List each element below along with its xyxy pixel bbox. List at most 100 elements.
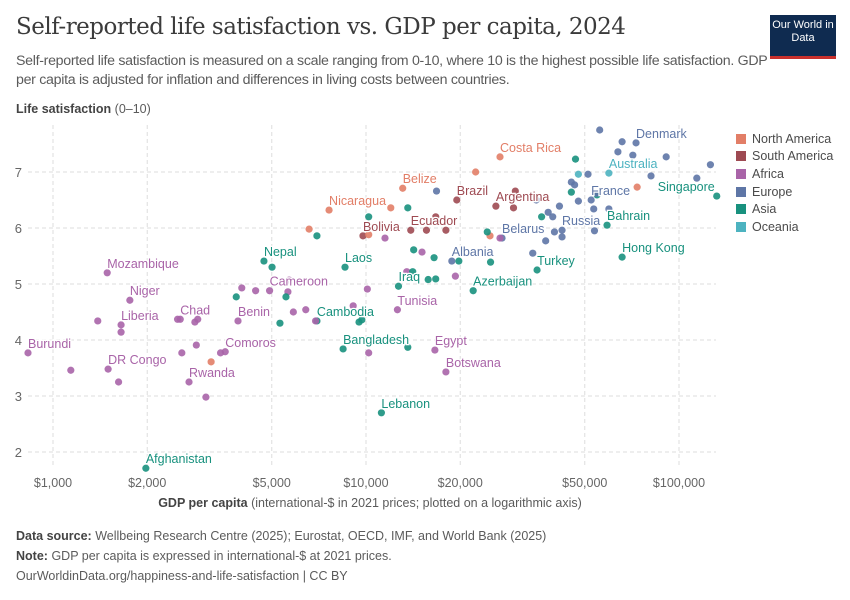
data-point[interactable] xyxy=(377,409,386,417)
data-point[interactable] xyxy=(173,315,182,323)
data-point[interactable] xyxy=(404,343,412,351)
data-point[interactable] xyxy=(451,272,459,280)
source-url[interactable]: OurWorldinData.org/happiness-and-life-sa… xyxy=(16,569,348,583)
data-point[interactable] xyxy=(67,366,75,374)
data-point[interactable] xyxy=(509,204,518,212)
data-point[interactable] xyxy=(469,287,477,295)
data-point[interactable] xyxy=(185,378,193,386)
data-point[interactable] xyxy=(492,202,500,210)
data-point[interactable] xyxy=(325,206,333,214)
data-point[interactable] xyxy=(647,172,655,180)
data-point[interactable] xyxy=(394,282,403,290)
data-point[interactable] xyxy=(693,174,701,182)
data-source-text[interactable]: Wellbeing Research Centre (2025); Eurost… xyxy=(95,529,547,543)
data-point[interactable] xyxy=(178,349,186,357)
data-point[interactable] xyxy=(550,228,559,236)
data-point[interactable] xyxy=(341,263,349,271)
data-point[interactable] xyxy=(558,226,566,234)
data-point[interactable] xyxy=(618,138,626,146)
data-point[interactable] xyxy=(605,205,613,213)
data-point[interactable] xyxy=(442,226,450,234)
data-point[interactable] xyxy=(381,234,389,242)
data-point[interactable] xyxy=(399,184,407,192)
data-point[interactable] xyxy=(455,257,463,265)
data-point[interactable] xyxy=(422,226,431,234)
data-point[interactable] xyxy=(194,315,202,323)
data-point[interactable] xyxy=(544,208,552,216)
owid-logo[interactable]: Our World in Data xyxy=(770,15,836,59)
data-point[interactable] xyxy=(592,189,600,197)
data-point[interactable] xyxy=(117,328,125,336)
data-point[interactable] xyxy=(302,306,310,314)
data-point[interactable] xyxy=(363,285,371,293)
data-point[interactable] xyxy=(409,268,417,276)
data-point[interactable] xyxy=(555,202,564,210)
legend-item[interactable]: South America xyxy=(736,148,833,166)
data-point[interactable] xyxy=(432,187,441,195)
data-point[interactable] xyxy=(472,168,480,176)
data-point[interactable] xyxy=(418,248,426,256)
legend-item[interactable]: Oceania xyxy=(736,218,833,236)
data-point[interactable] xyxy=(432,275,440,283)
data-point[interactable] xyxy=(339,345,347,353)
data-point[interactable] xyxy=(496,153,504,161)
data-point[interactable] xyxy=(590,227,599,235)
legend-item[interactable]: Africa xyxy=(736,165,833,183)
data-point[interactable] xyxy=(104,365,112,373)
data-point[interactable] xyxy=(202,393,210,401)
data-point[interactable] xyxy=(24,349,32,357)
legend-item[interactable]: Europe xyxy=(736,183,833,201)
data-point[interactable] xyxy=(629,151,637,159)
data-point[interactable] xyxy=(483,228,491,236)
data-point[interactable] xyxy=(549,213,557,221)
data-point[interactable] xyxy=(289,308,297,316)
data-point[interactable] xyxy=(496,234,504,242)
data-point[interactable] xyxy=(349,302,357,310)
data-point[interactable] xyxy=(94,317,102,325)
data-point[interactable] xyxy=(192,341,200,349)
data-point[interactable] xyxy=(305,225,313,233)
data-point[interactable] xyxy=(207,358,215,366)
legend-item[interactable]: North America xyxy=(736,130,833,148)
data-point[interactable] xyxy=(590,205,598,213)
data-point[interactable] xyxy=(453,196,461,204)
data-point[interactable] xyxy=(448,257,456,265)
data-point[interactable] xyxy=(430,254,438,262)
data-point[interactable] xyxy=(403,268,411,276)
data-point[interactable] xyxy=(596,126,604,134)
data-point[interactable] xyxy=(558,233,566,241)
data-point[interactable] xyxy=(584,170,592,178)
data-point[interactable] xyxy=(142,464,150,472)
data-point[interactable] xyxy=(232,293,240,301)
data-point[interactable] xyxy=(268,263,276,271)
data-point[interactable] xyxy=(574,197,582,205)
data-point[interactable] xyxy=(103,269,111,277)
data-point[interactable] xyxy=(234,317,242,325)
data-point[interactable] xyxy=(424,275,432,284)
data-point[interactable] xyxy=(706,161,715,169)
data-point[interactable] xyxy=(216,349,225,357)
data-point[interactable] xyxy=(662,153,670,161)
data-point[interactable] xyxy=(260,257,268,265)
data-point[interactable] xyxy=(117,321,125,329)
data-point[interactable] xyxy=(431,346,439,354)
data-point[interactable] xyxy=(276,319,284,327)
data-point[interactable] xyxy=(282,293,290,301)
data-point[interactable] xyxy=(126,296,134,304)
data-point[interactable] xyxy=(410,246,418,254)
data-point[interactable] xyxy=(238,284,246,292)
data-point[interactable] xyxy=(538,213,546,221)
data-point[interactable] xyxy=(571,181,579,189)
data-point[interactable] xyxy=(285,276,293,284)
data-point[interactable] xyxy=(486,258,495,266)
data-point[interactable] xyxy=(404,204,412,212)
data-point[interactable] xyxy=(618,253,626,261)
data-point[interactable] xyxy=(614,148,622,156)
data-point[interactable] xyxy=(442,368,450,376)
data-point[interactable] xyxy=(529,249,537,257)
data-point[interactable] xyxy=(567,188,575,196)
data-point[interactable] xyxy=(114,378,123,386)
data-point[interactable] xyxy=(387,204,395,212)
data-point[interactable] xyxy=(359,232,367,240)
data-point[interactable] xyxy=(311,317,320,325)
